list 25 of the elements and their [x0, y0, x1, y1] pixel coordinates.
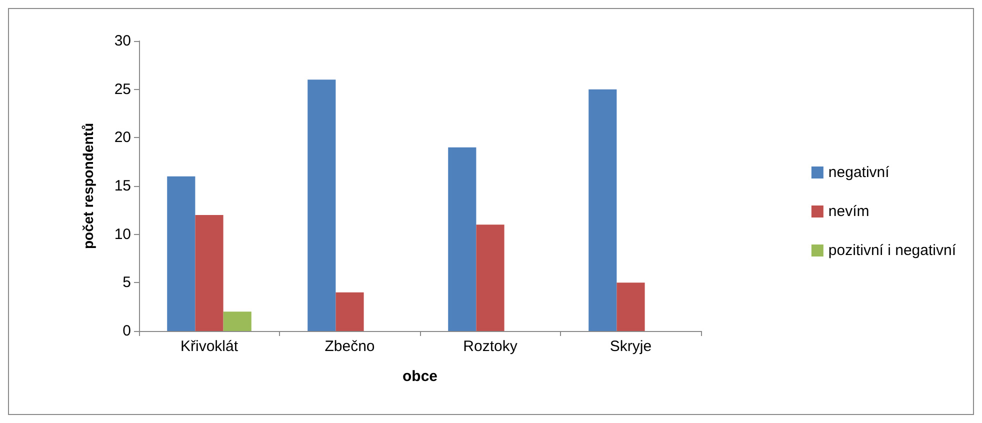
bar — [476, 224, 504, 331]
legend-label: nevím — [828, 203, 870, 220]
bar — [616, 282, 645, 331]
x-tick-label: Skryje — [610, 338, 652, 355]
y-tick-label: 30 — [114, 32, 131, 50]
y-axis-title: počet respondentů — [80, 122, 96, 250]
x-tick-label: Křivoklát — [180, 338, 239, 355]
y-tick-label: 25 — [114, 80, 131, 98]
bar — [167, 176, 196, 331]
legend-label: pozitivní i negativní — [828, 242, 957, 259]
bar — [308, 80, 336, 331]
bar — [336, 292, 364, 331]
x-tick-label: Roztoky — [463, 338, 518, 355]
bar — [588, 89, 617, 331]
y-tick-label: 5 — [122, 274, 131, 292]
x-tick-label: Zbečno — [324, 338, 375, 355]
bar — [223, 312, 252, 331]
legend-label: negativní — [828, 164, 890, 181]
x-axis-title: obce — [402, 368, 438, 385]
y-tick-label: 20 — [114, 129, 131, 146]
y-tick-label: 15 — [114, 178, 131, 194]
y-tick-label: 10 — [114, 226, 131, 243]
bar — [195, 215, 224, 331]
y-tick-label: 0 — [122, 322, 131, 340]
bar — [448, 147, 476, 331]
